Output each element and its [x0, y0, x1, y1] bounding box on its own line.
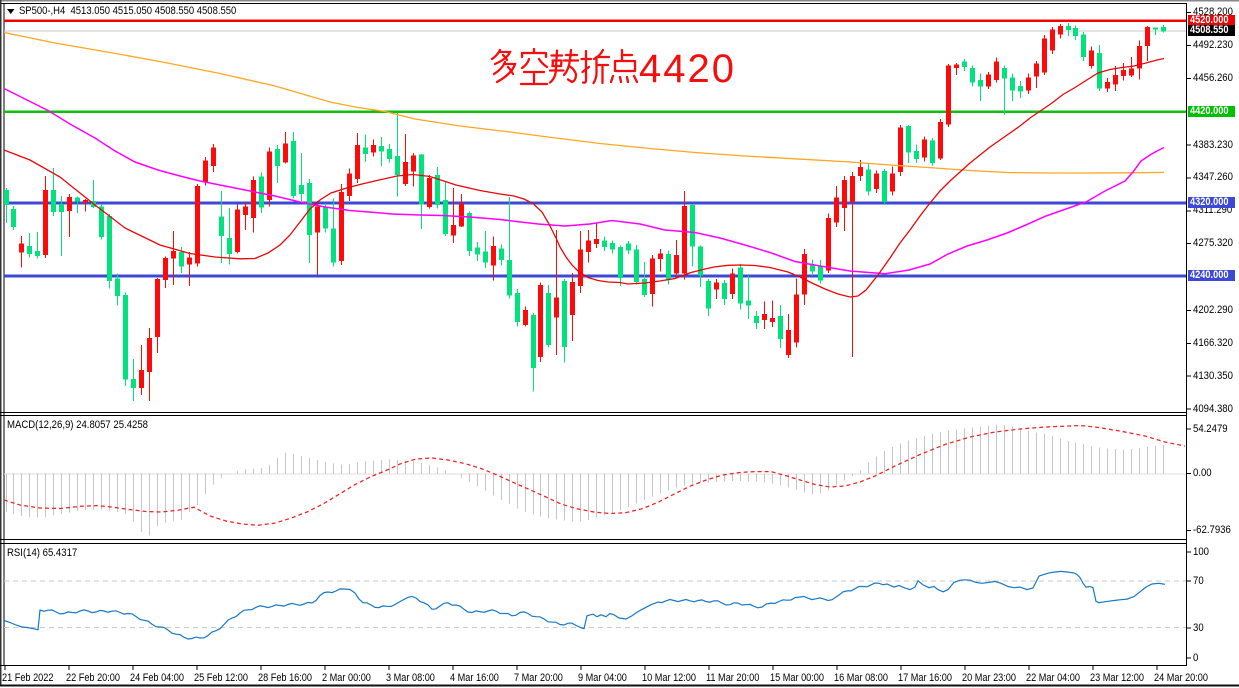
svg-text:4420: 4420 [639, 47, 736, 91]
